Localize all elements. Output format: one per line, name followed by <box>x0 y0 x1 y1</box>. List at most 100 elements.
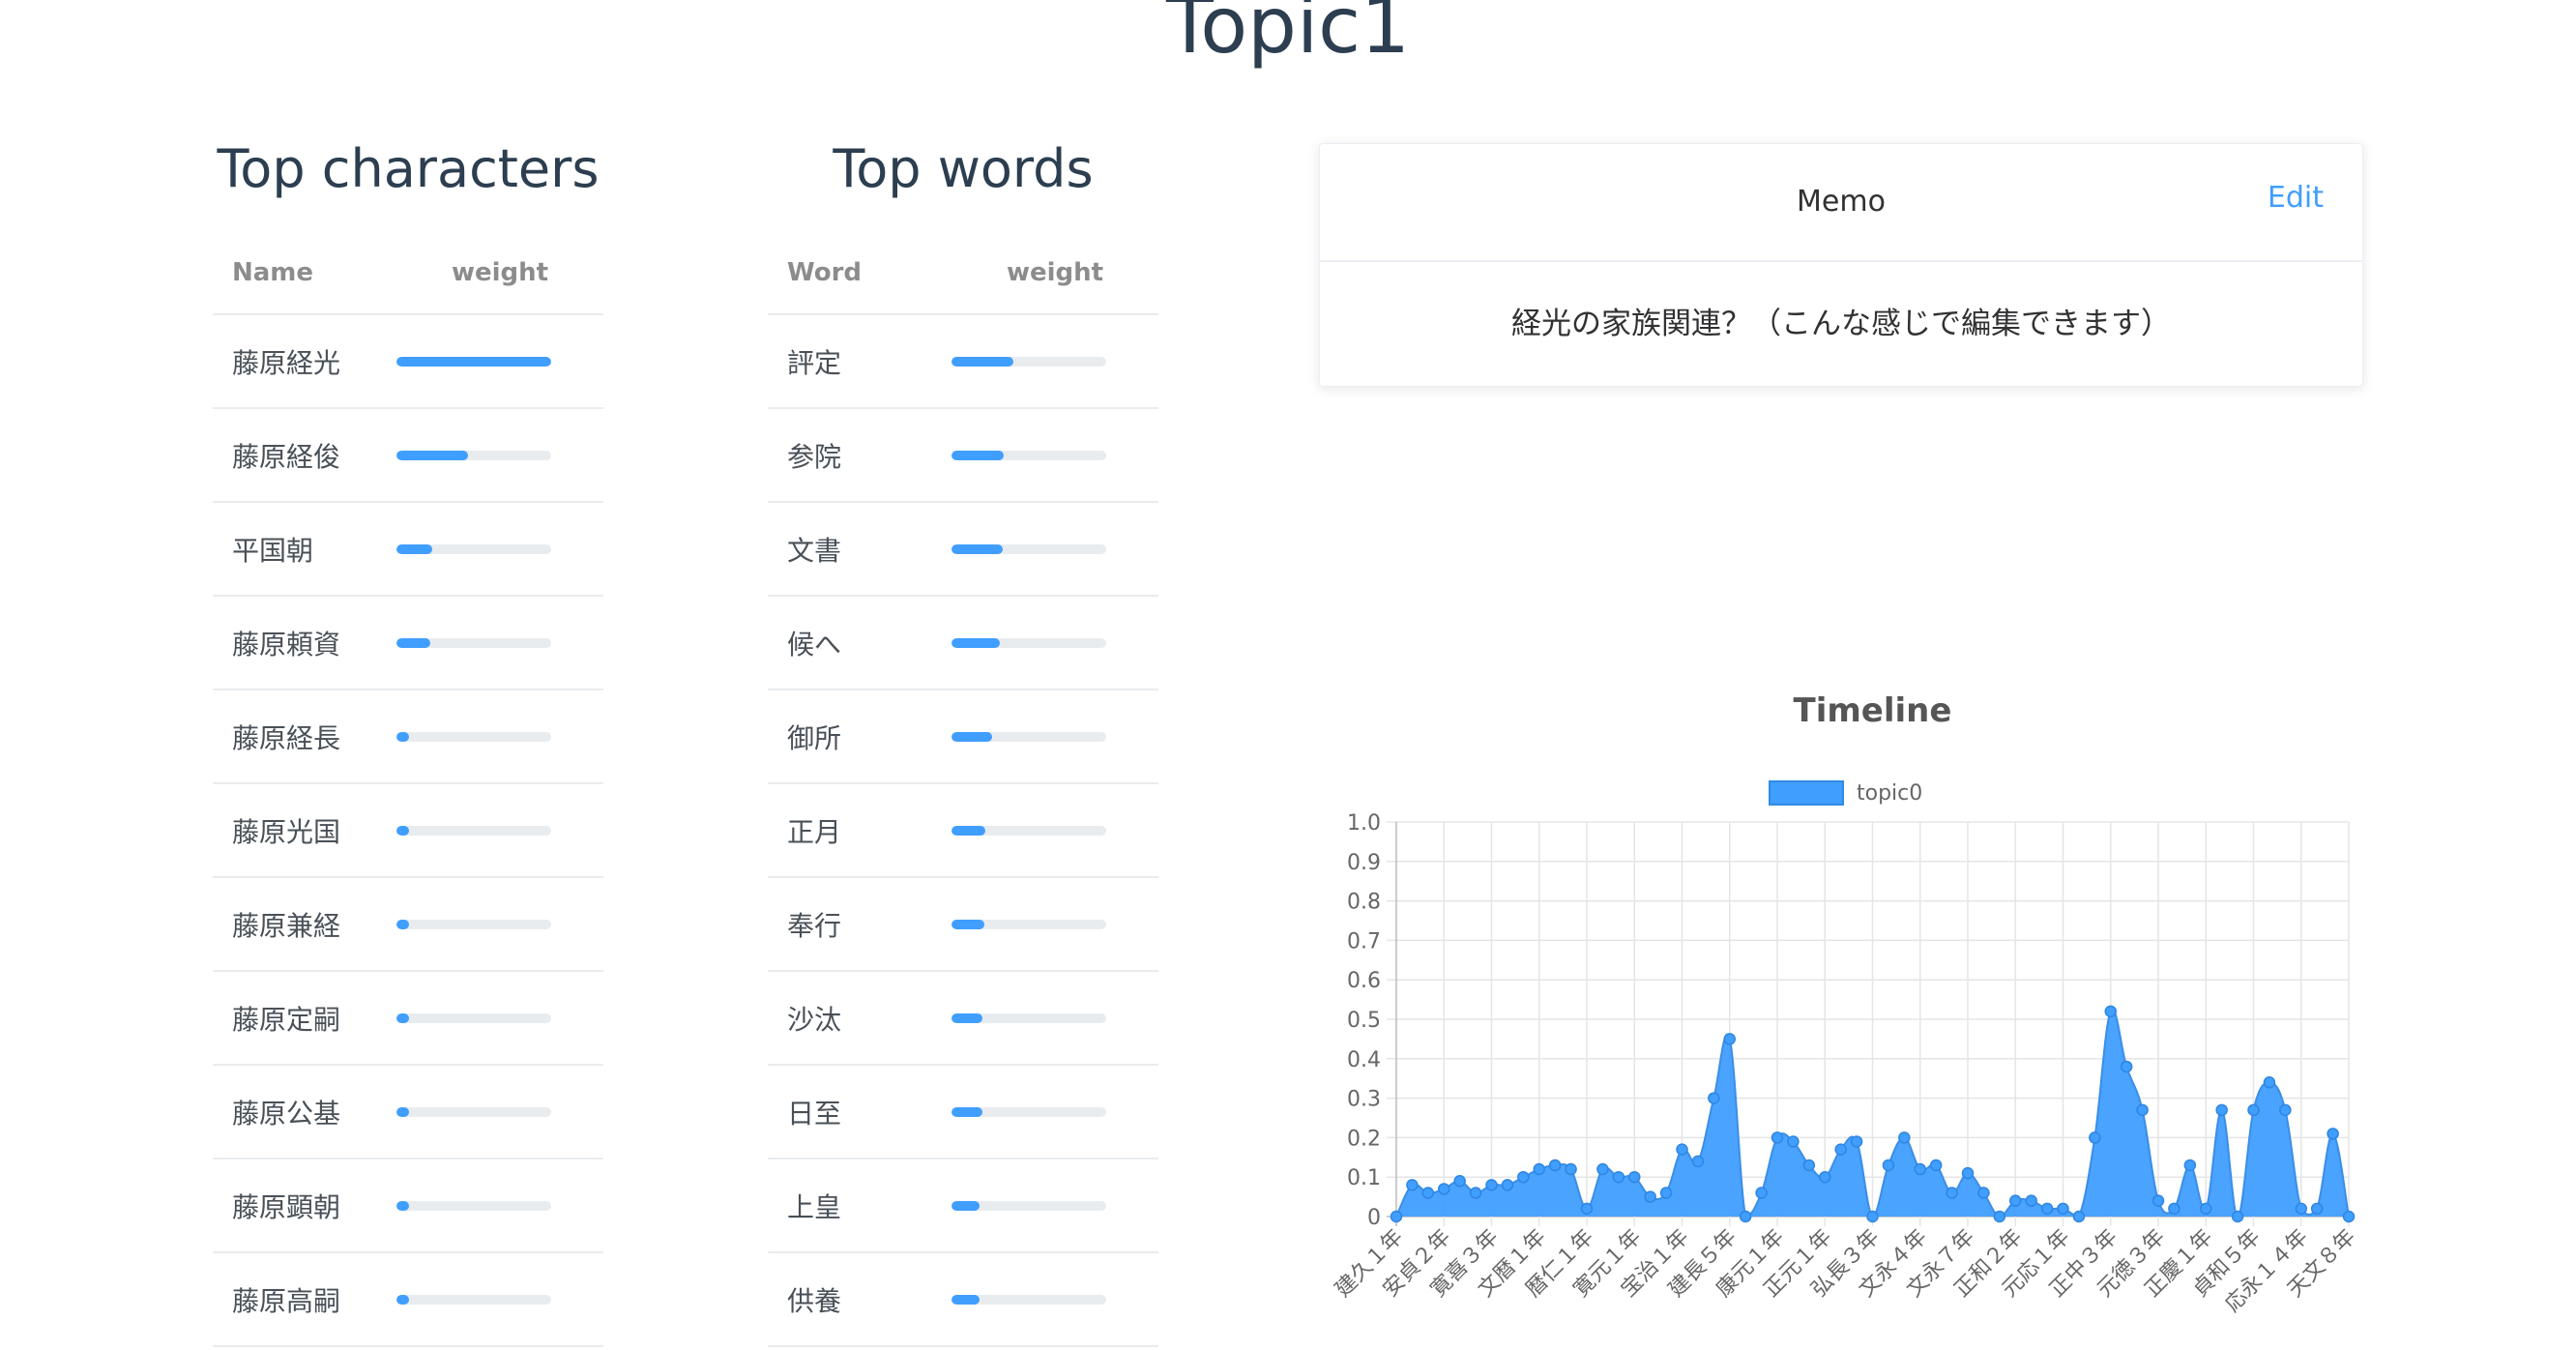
data-point <box>2025 1194 2037 1207</box>
memo-card: Memo Edit 経光の家族関連？（こんな感じで編集できます） <box>1319 143 2363 387</box>
timeline-chart: Timeline topic0 0 0.1 0.2 0.3 0.4 0.5 0.6 0.7 0.8 0… <box>1331 691 2360 1317</box>
data-point <box>1691 1155 1705 1168</box>
word-weight-cell <box>951 877 1158 972</box>
weight-bar-fill <box>396 1106 409 1117</box>
data-point <box>2152 1194 2165 1207</box>
data-point <box>2040 1202 2054 1216</box>
data-point <box>1469 1187 1482 1199</box>
y-tick-label: 0.4 <box>1347 1048 1381 1072</box>
word-weight-cell <box>951 502 1158 597</box>
data-point <box>2247 1103 2260 1117</box>
data-point <box>1485 1179 1498 1191</box>
weight-bar-track <box>951 543 1106 554</box>
series-area-topic0 <box>1396 1009 2349 1217</box>
weight-bar-fill <box>396 1200 409 1211</box>
weight-bar-fill <box>951 1012 982 1023</box>
word-weight-cell <box>951 783 1158 878</box>
memo-header: Memo Edit <box>1320 144 2362 262</box>
data-point <box>1739 1210 1752 1223</box>
weight-bar-fill <box>951 1294 980 1305</box>
data-point <box>2009 1194 2022 1207</box>
weight-bar-fill <box>396 543 432 554</box>
table-row: 藤原経長 <box>213 690 603 784</box>
weight-bar-track <box>951 825 1106 836</box>
weight-bar-track <box>396 543 551 554</box>
weight-bar-track <box>951 1200 1106 1211</box>
table-header-row: Word weight <box>768 232 1158 315</box>
weight-bar-track <box>396 1200 551 1211</box>
data-point <box>2279 1103 2292 1117</box>
character-name: 藤原光国 <box>213 783 396 878</box>
weight-bar-fill <box>951 543 1003 554</box>
memo-title: Memo <box>1797 185 1886 219</box>
data-point <box>1850 1135 1863 1148</box>
table-row: 藤原定嗣 <box>213 971 603 1066</box>
data-point <box>1834 1143 1847 1156</box>
data-point <box>2215 1103 2228 1117</box>
weight-bar-fill <box>951 919 984 929</box>
word-name: 文書 <box>768 502 951 597</box>
data-point <box>1929 1159 1943 1172</box>
y-tick-label: 0.2 <box>1347 1127 1381 1151</box>
data-point <box>1501 1179 1514 1191</box>
weight-bar-track <box>951 1294 1106 1305</box>
word-name: 参院 <box>768 408 951 503</box>
data-point <box>1406 1179 1419 1191</box>
table-row: 藤原顕朝 <box>213 1159 603 1253</box>
word-weight-cell <box>951 1252 1158 1347</box>
column-header-weight: weight <box>951 232 1158 315</box>
page-title: Topic1 <box>1165 0 1411 71</box>
weight-bar-fill <box>951 1200 980 1211</box>
legend-label: topic0 <box>1857 781 1922 806</box>
column-header-word: Word <box>768 232 951 315</box>
weight-bar-track <box>396 1012 551 1023</box>
word-weight-cell <box>951 690 1158 784</box>
weight-bar-track <box>396 919 551 929</box>
weight-bar-fill <box>951 825 986 836</box>
memo-edit-button[interactable]: Edit <box>2267 181 2324 215</box>
weight-bar-track <box>396 356 551 367</box>
data-point <box>2104 1005 2117 1018</box>
word-name: 御所 <box>768 690 951 784</box>
word-weight-cell <box>951 596 1158 690</box>
word-weight-cell <box>951 1065 1158 1159</box>
data-point <box>2342 1210 2356 1223</box>
table-row: 文書 <box>768 502 1158 597</box>
data-point <box>1787 1135 1800 1148</box>
table-row: 供養 <box>768 1252 1158 1347</box>
data-point <box>1898 1131 1911 1144</box>
data-point <box>1723 1033 1736 1045</box>
table-row: 藤原兼経 <box>213 877 603 972</box>
data-point <box>1517 1170 1530 1184</box>
data-point <box>1438 1183 1450 1195</box>
character-weight-cell <box>396 971 603 1066</box>
data-point <box>1596 1162 1609 1176</box>
weight-bar-fill <box>951 637 1000 648</box>
data-point <box>1819 1170 1831 1184</box>
data-point <box>1628 1170 1641 1184</box>
character-name: 藤原経長 <box>213 690 396 784</box>
data-point <box>1644 1190 1656 1203</box>
table-row: 藤原公基 <box>213 1065 603 1159</box>
legend-swatch <box>1769 780 1844 806</box>
data-point <box>2200 1202 2212 1216</box>
weight-bar-fill <box>396 731 409 742</box>
data-point <box>1676 1143 1688 1156</box>
data-point <box>1421 1187 1435 1199</box>
table-row: 藤原経俊 <box>213 408 603 503</box>
character-weight-cell <box>396 783 603 878</box>
weight-bar-fill <box>396 450 468 460</box>
weight-bar-fill <box>951 356 1013 367</box>
y-tick-label: 0.7 <box>1347 929 1381 954</box>
table-row: 平国朝 <box>213 502 603 597</box>
weight-bar-fill <box>396 919 409 929</box>
character-name: 藤原頼資 <box>213 596 396 690</box>
character-weight-cell <box>396 408 603 503</box>
character-weight-cell <box>396 314 603 409</box>
data-point <box>1580 1202 1594 1216</box>
table-row: 沙汰 <box>768 971 1158 1066</box>
word-name: 日至 <box>768 1065 951 1159</box>
weight-bar-track <box>951 450 1106 460</box>
data-point <box>1946 1187 1958 1199</box>
chart-title: Timeline <box>1794 691 1952 730</box>
